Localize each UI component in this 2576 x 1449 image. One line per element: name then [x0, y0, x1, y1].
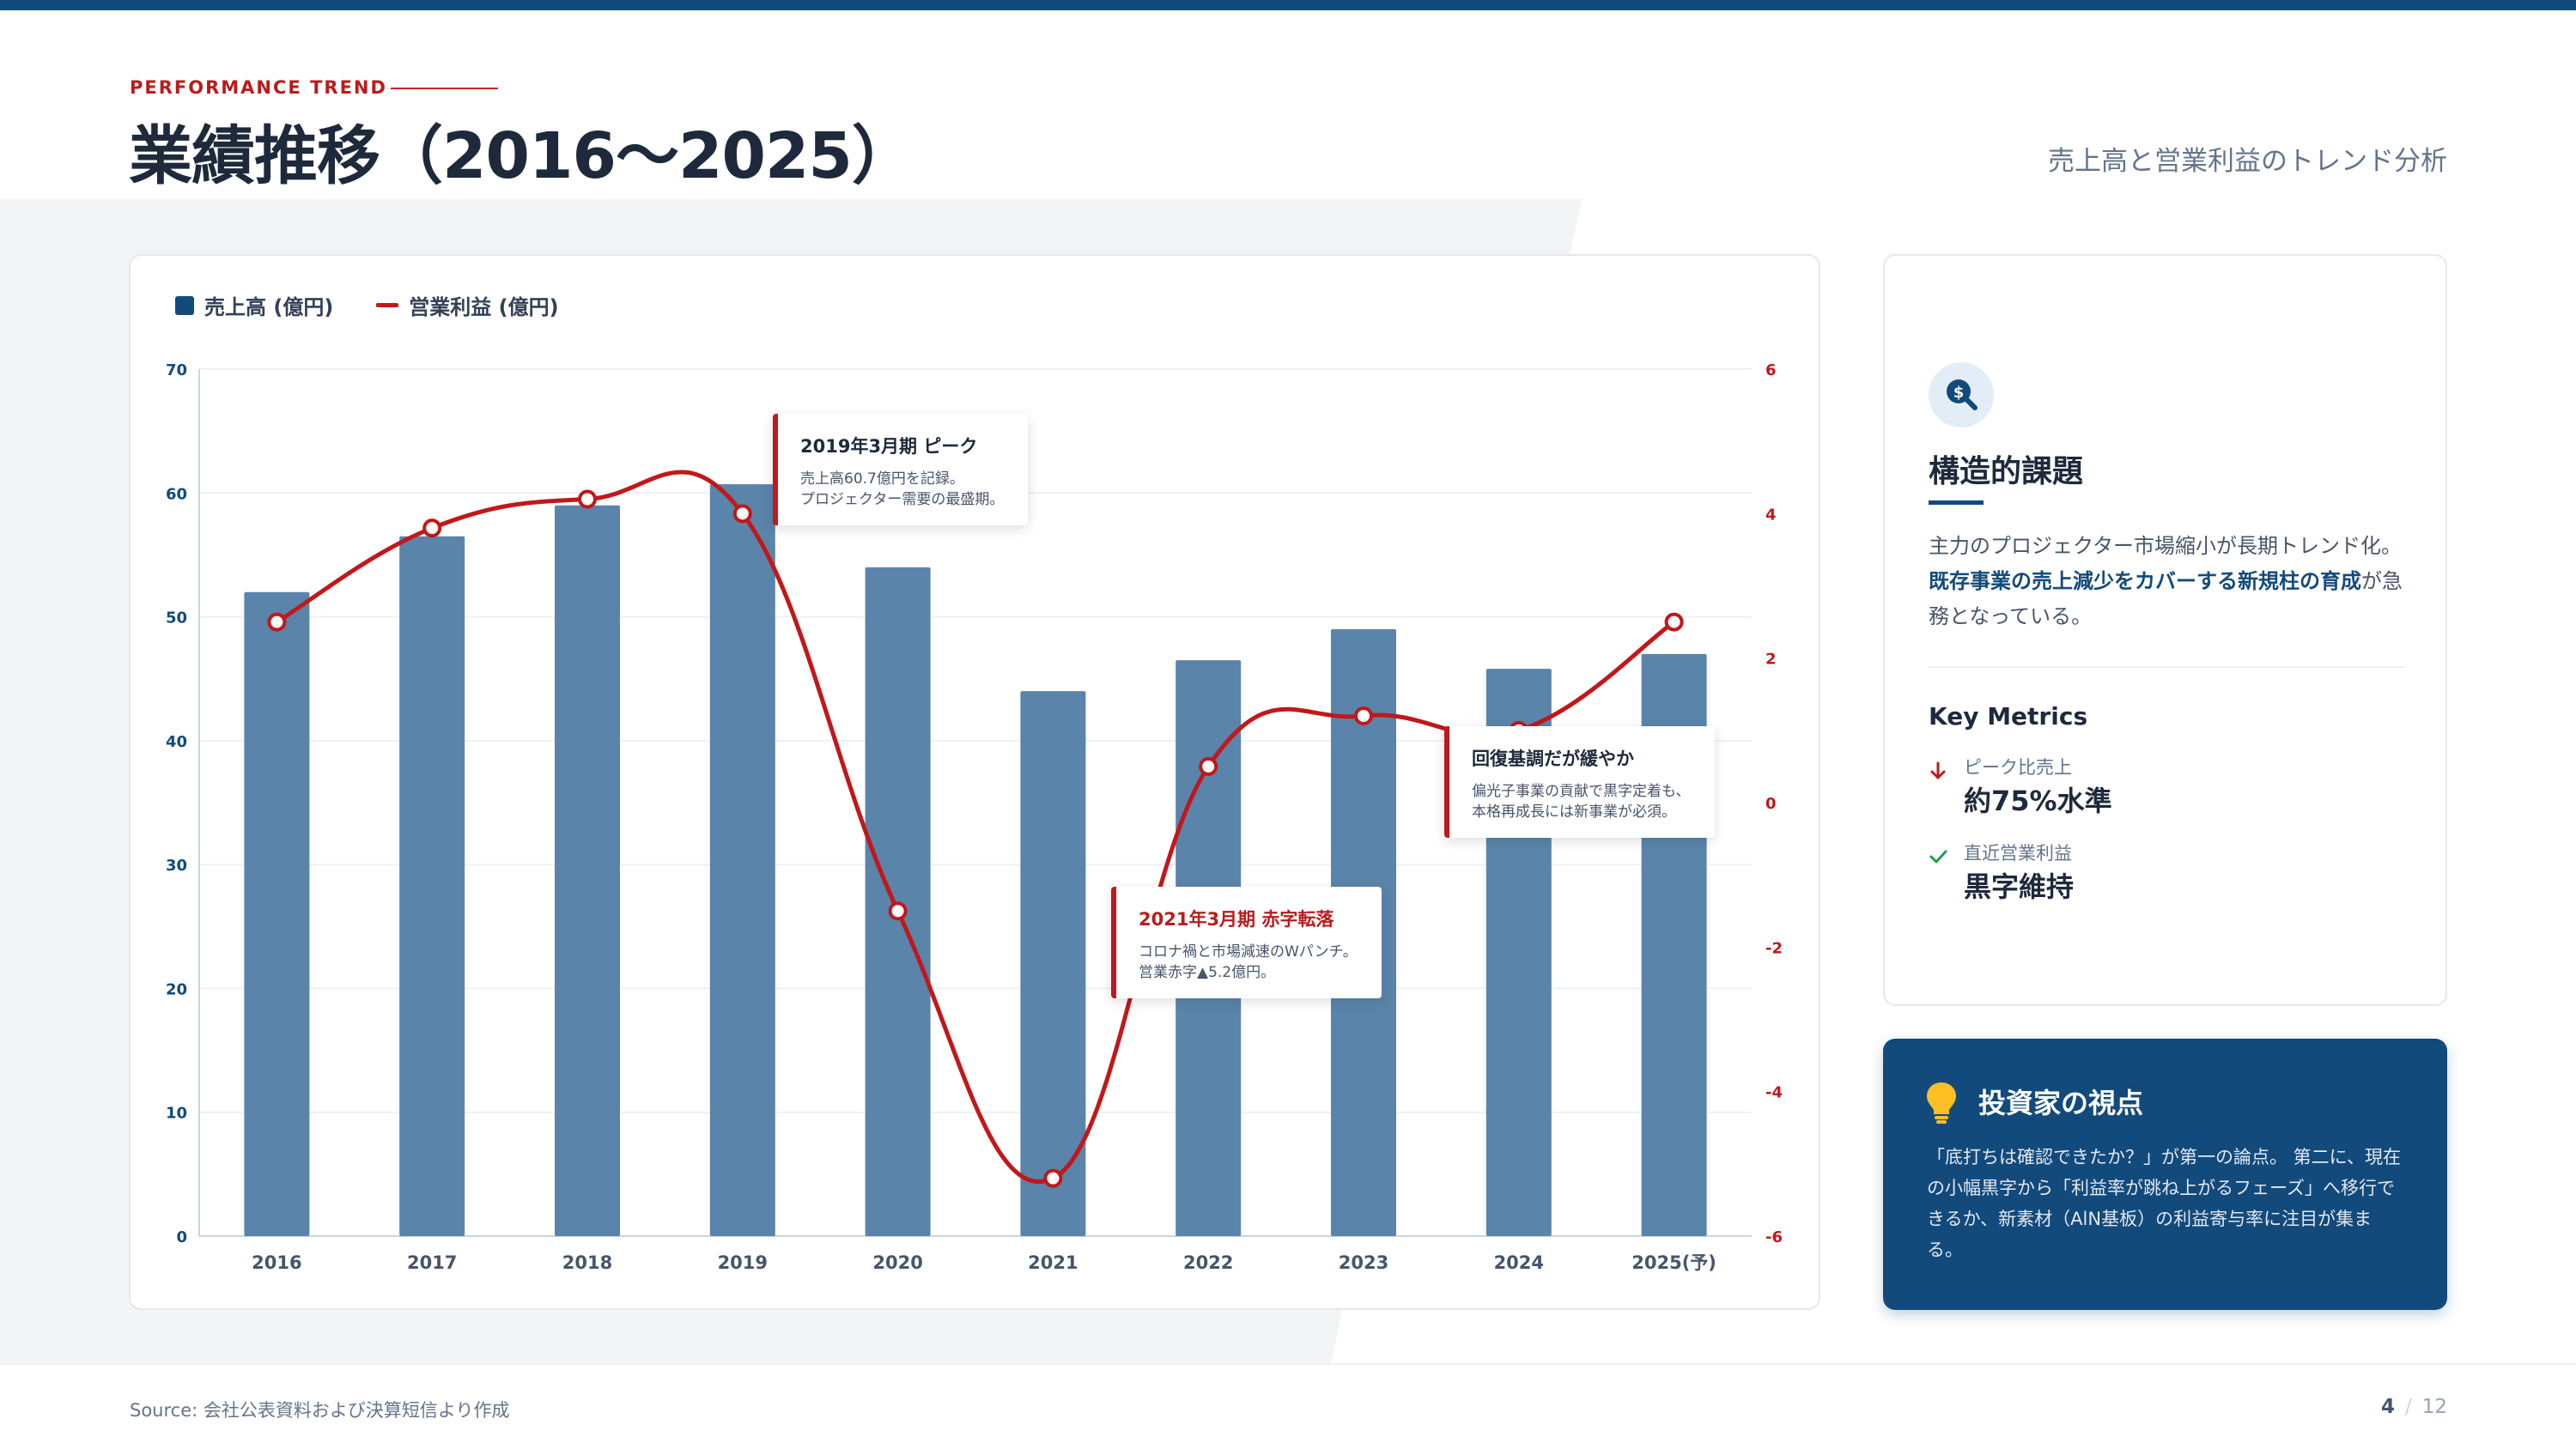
metric-recent-profit-value: 黒字維持: [1964, 870, 2075, 903]
y-right-tick-label: 4: [1765, 506, 1777, 524]
x-tick-label: 2020: [872, 1252, 922, 1273]
x-tick-label: 2024: [1494, 1252, 1544, 1273]
page-title: 業績推移（2016〜2025）: [129, 119, 915, 193]
annotation-recovery-title: 回復基調だが緩やか: [1472, 749, 1634, 769]
point-profit-2025(予): [1664, 612, 1684, 632]
x-tick-label: 2025(予): [1631, 1252, 1716, 1273]
y-right-tick-label: 6: [1765, 361, 1777, 379]
arrow-down-icon: [1930, 761, 1946, 779]
page-total: 12: [2421, 1396, 2447, 1418]
x-tick-label: 2016: [252, 1252, 301, 1273]
x-tick-label: 2018: [562, 1252, 612, 1273]
metric-peak-ratio-label: ピーク比売上: [1964, 757, 2072, 778]
y-right-tick-label: 2: [1765, 651, 1777, 669]
section-kicker: PERFORMANCE TREND: [130, 77, 387, 98]
annotation-recovery-line1: 偏光子事業の貢献で黒字定着も、: [1472, 783, 1691, 800]
check-icon: [1929, 850, 1947, 864]
metric-peak-ratio-value: 約75%水準: [1964, 785, 2112, 817]
bar-sales-2016: [244, 591, 310, 1236]
legend-swatch-profit: [376, 303, 399, 307]
page-subtitle: 売上高と営業利益のトレンド分析: [2048, 146, 2447, 177]
y-left-tick-label: 0: [176, 1228, 187, 1246]
footer-divider: [0, 1363, 2576, 1365]
x-tick-label: 2017: [407, 1252, 457, 1273]
bar-sales-2017: [399, 536, 465, 1236]
top-accent-bar: [0, 0, 2576, 10]
issue-text-intro: 主力のプロジェクター市場縮小が長期トレンド化。: [1929, 534, 2403, 558]
line-operating-profit: [276, 470, 1676, 1184]
annotation-peak-title: 2019年3月期 ピーク: [800, 436, 978, 457]
slide-header: PERFORMANCE TREND 業績推移（2016〜2025） 売上高と営業…: [0, 10, 2576, 199]
bar-sales-2021: [1020, 691, 1086, 1236]
performance-chart: 0 10 20 30 40 50 60 70 -6 -4 -2 0 2 4 6 2016 2017 2018 201…: [166, 361, 1783, 1273]
y-left-tick-label: 20: [166, 980, 187, 998]
point-profit-2023: [1354, 706, 1373, 725]
issue-divider: [1929, 666, 2405, 668]
y-left-tick-label: 60: [166, 485, 187, 503]
kicker-rule: [391, 88, 498, 89]
point-profit-2020: [888, 901, 908, 921]
annotation-loss-line2: 営業赤字▲5.2億円。: [1139, 964, 1276, 981]
bar-sales-2018: [555, 505, 620, 1236]
metric-recent-profit-label: 直近営業利益: [1964, 843, 2072, 864]
legend-label-profit: 営業利益 (億円): [409, 295, 559, 319]
svg-text:$: $: [1953, 384, 1965, 402]
issue-description: 主力のプロジェクター市場縮小が長期トレンド化。 既存事業の売上減少をカバーする新…: [1929, 529, 2409, 634]
structural-issue-card: $ 構造的課題 主力のプロジェクター市場縮小が長期トレンド化。 既存事業の売上減…: [1883, 254, 2447, 1006]
source-note: Source: 会社公表資料および決算短信より作成: [130, 1400, 510, 1421]
page-current: 4: [2380, 1396, 2395, 1418]
x-tick-label: 2019: [718, 1252, 768, 1273]
x-tick-label: 2023: [1339, 1252, 1388, 1273]
issue-title: 構造的課題: [1929, 454, 2084, 489]
annotation-loss-title: 2021年3月期 赤字転落: [1139, 909, 1334, 930]
x-tick-label: 2021: [1028, 1252, 1078, 1273]
key-metrics-title: Key Metrics: [1929, 702, 2088, 731]
point-profit-2022: [1199, 756, 1218, 776]
point-profit-2021: [1043, 1168, 1063, 1188]
chart-legend: 売上高 (億円) 営業利益 (億円): [175, 290, 559, 320]
point-profit-2017: [422, 518, 442, 538]
issue-text-outro: が急務となっている。: [1929, 569, 2403, 628]
page-separator: /: [2404, 1396, 2412, 1418]
page-indicator: 4 / 12: [2381, 1396, 2447, 1418]
annotation-loss: 2021年3月期 赤字転落 コロナ禍と市場減速のWパンチ。 営業赤字▲5.2億円…: [1111, 887, 1382, 998]
y-left-tick-label: 30: [166, 857, 187, 875]
bar-sales-2019: [709, 484, 775, 1236]
y-right-tick-label: -2: [1765, 939, 1783, 957]
annotation-peak: 2019年3月期 ピーク 売上高60.7億円を記録。 プロジェクター需要の最盛期…: [773, 414, 1029, 525]
y-left-tick-label: 70: [166, 361, 187, 379]
annotation-recovery: 回復基調だが緩やか 偏光子事業の貢献で黒字定着も、 本格再成長には新事業が必須。: [1444, 726, 1715, 838]
y-right-tick-label: -6: [1765, 1228, 1783, 1246]
issue-title-underline: [1929, 500, 1984, 505]
legend-label-sales: 売上高 (億円): [204, 295, 334, 319]
search-dollar-icon: $: [1929, 362, 1994, 427]
y-right-tick-label: -4: [1765, 1084, 1783, 1102]
investor-text: 「底打ちは確認できたか？」が第一の論点。 第二に、現在の小幅黒字から「利益率が跳…: [1927, 1147, 2402, 1260]
annotation-peak-line2: プロジェクター需要の最盛期。: [800, 491, 1005, 508]
annotation-peak-line1: 売上高60.7億円を記録。: [800, 470, 964, 488]
point-profit-2016: [267, 612, 287, 632]
y-left-tick-label: 10: [166, 1105, 187, 1123]
point-profit-2018: [578, 489, 597, 509]
point-profit-2019: [732, 504, 752, 524]
lightbulb-icon: [1927, 1082, 1956, 1124]
investor-title: 投資家の視点: [1978, 1087, 2144, 1119]
y-right-tick-label: 0: [1765, 795, 1777, 813]
chart-card: 0 10 20 30 40 50 60 70 -6 -4 -2 0 2 4 6 2016 2017 2018 201…: [129, 254, 1820, 1310]
legend-swatch-sales: [175, 295, 194, 315]
x-tick-label: 2022: [1183, 1252, 1233, 1273]
investor-viewpoint-card: 投資家の視点 「底打ちは確認できたか？」が第一の論点。 第二に、現在の小幅黒字か…: [1883, 1039, 2447, 1310]
issue-text-highlight: 既存事業の売上減少をカバーする新規柱の育成: [1929, 569, 2361, 593]
annotation-loss-line1: コロナ禍と市場減速のWパンチ。: [1139, 943, 1358, 961]
y-left-tick-label: 50: [166, 609, 187, 627]
annotation-recovery-line2: 本格再成長には新事業が必須。: [1472, 803, 1676, 821]
y-left-tick-label: 40: [166, 733, 187, 751]
